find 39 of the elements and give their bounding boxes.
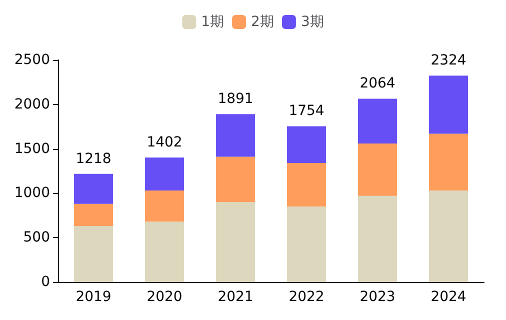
bar	[74, 174, 114, 204]
y-tick-label: 500	[23, 230, 50, 246]
x-tick-label: 2021	[218, 289, 254, 305]
bar	[74, 204, 114, 226]
x-tick-label: 2024	[430, 289, 466, 305]
bar	[216, 156, 256, 202]
bar	[144, 190, 184, 222]
total-label: 2324	[430, 52, 466, 69]
total-label: 1218	[76, 150, 112, 167]
total-label: 1402	[146, 134, 182, 150]
bar	[428, 190, 468, 282]
y-tick-label: 1500	[14, 140, 50, 157]
total-label: 1754	[288, 103, 324, 120]
bar	[286, 206, 326, 282]
bar	[358, 143, 398, 196]
bar	[358, 196, 398, 282]
bar	[216, 114, 256, 157]
x-tick-label: 2022	[288, 289, 324, 305]
bar	[74, 226, 114, 282]
bar	[428, 76, 468, 134]
total-label: 2064	[360, 76, 396, 92]
bar	[144, 222, 184, 282]
y-tick-label: 1000	[14, 185, 50, 202]
x-tick-label: 2023	[360, 289, 396, 305]
y-tick-label: 2500	[14, 52, 50, 68]
y-tick-label: 0	[41, 274, 50, 290]
bar	[144, 158, 184, 191]
total-label: 1891	[218, 91, 254, 108]
bar	[428, 134, 468, 191]
bar	[358, 98, 398, 144]
legend-label: 3期	[300, 14, 324, 30]
x-tick-label: 2020	[146, 289, 182, 305]
legend-label: 2期	[251, 14, 274, 30]
bar	[216, 202, 256, 282]
bar	[286, 126, 326, 164]
x-tick-label: 2019	[76, 289, 112, 305]
bar	[286, 163, 326, 207]
y-tick-label: 2000	[14, 96, 50, 112]
legend-label: 1期	[201, 14, 224, 30]
